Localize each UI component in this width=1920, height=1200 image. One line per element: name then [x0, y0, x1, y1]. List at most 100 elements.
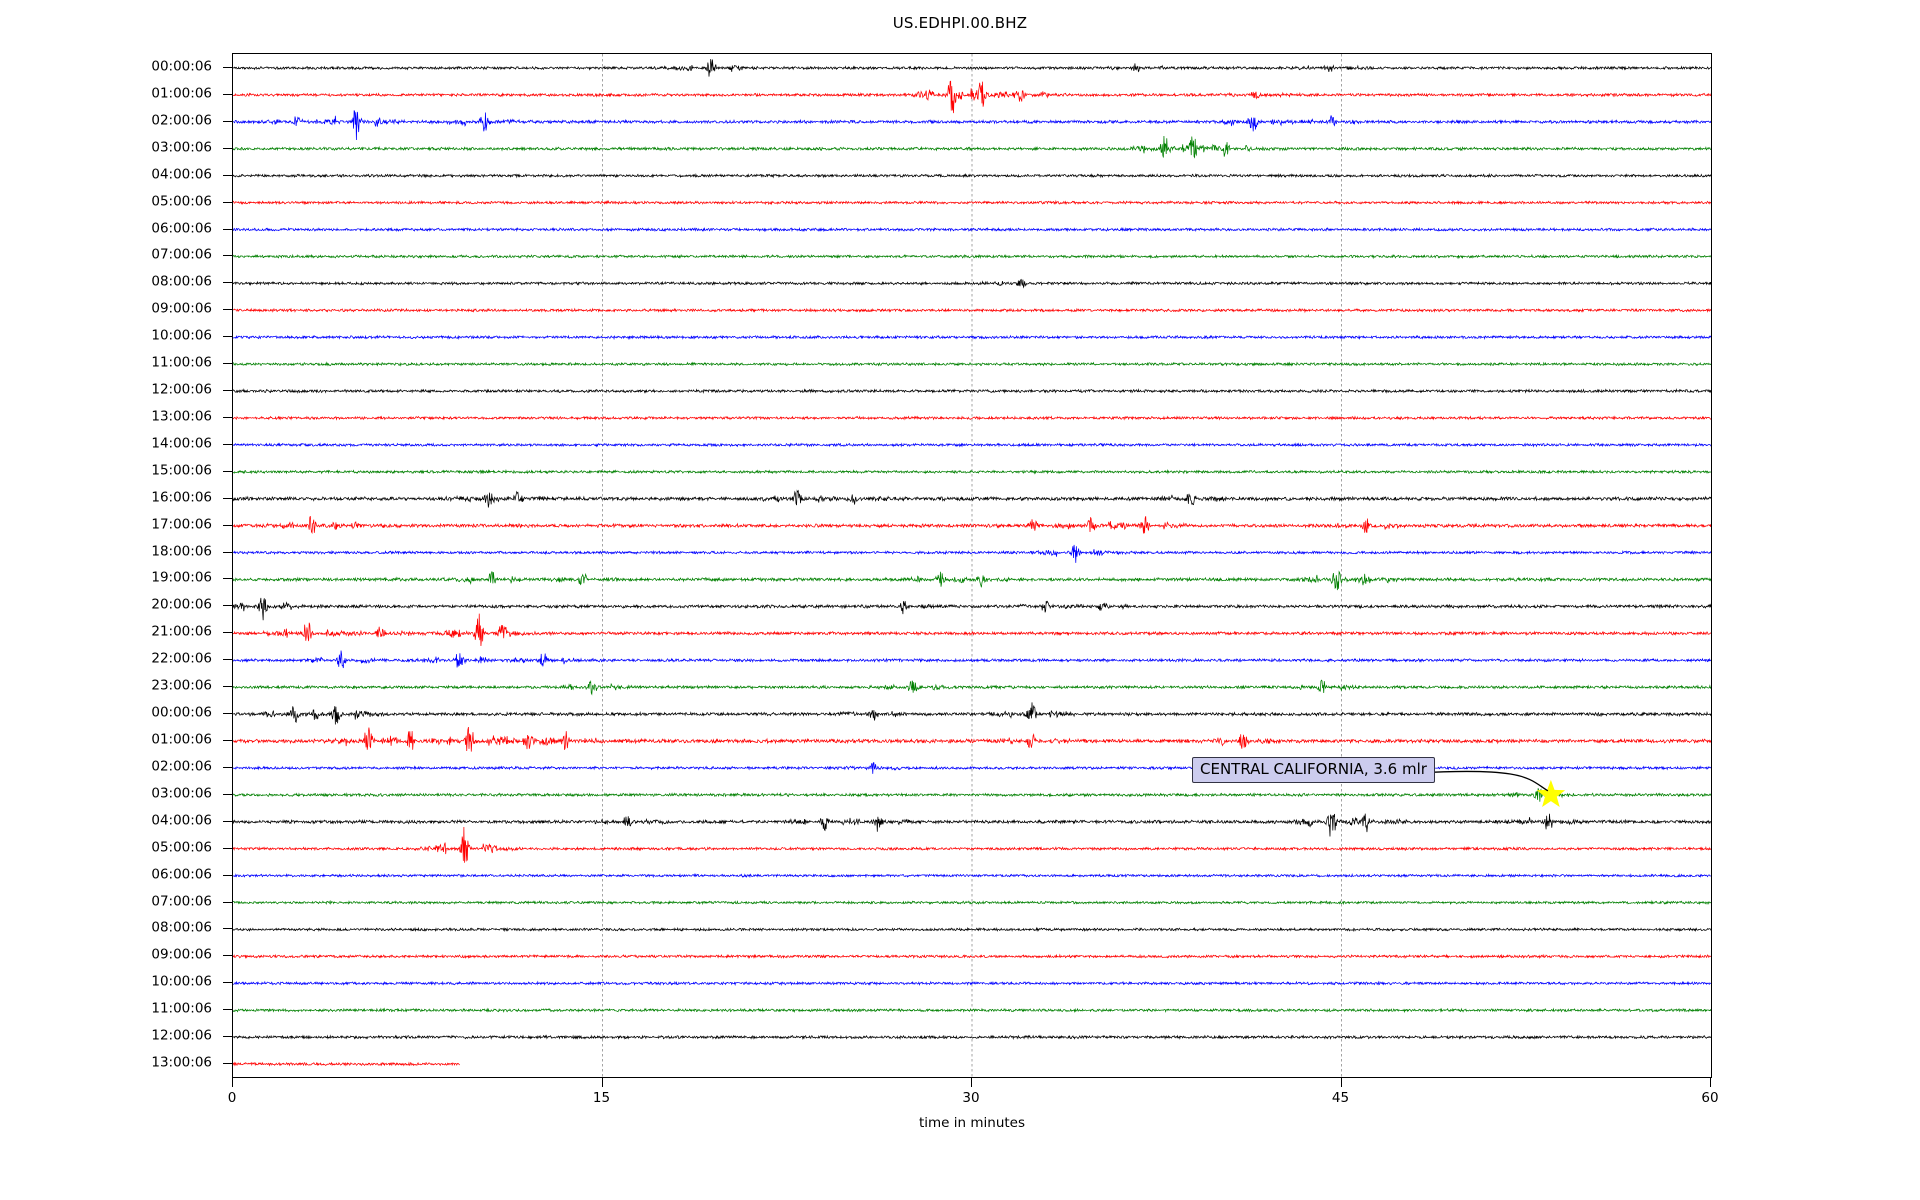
annotation-leader-line	[1416, 770, 1549, 792]
seismic-trace	[233, 953, 1711, 960]
seismic-trace	[233, 899, 1711, 906]
y-axis-tick-mark	[223, 1063, 232, 1065]
y-axis-tick-label: 16:00:06	[151, 488, 212, 505]
y-axis-tick-label: 05:00:06	[151, 192, 212, 209]
y-axis-tick-mark	[223, 309, 232, 311]
y-axis-tick-mark	[223, 659, 232, 661]
y-axis-tick-label: 02:00:06	[151, 758, 212, 775]
y-axis-tick-label: 02:00:06	[151, 112, 212, 129]
y-axis-tick-label: 15:00:06	[151, 462, 212, 479]
y-axis-tick-label: 21:00:06	[151, 623, 212, 640]
leader-line	[1416, 770, 1549, 792]
y-axis-tick-label: 12:00:06	[151, 1027, 212, 1044]
seismic-trace	[233, 872, 1711, 879]
seismic-trace	[233, 650, 1711, 669]
seismic-trace	[233, 515, 1711, 534]
y-axis-tick-label: 08:00:06	[151, 919, 212, 936]
event-marker-star	[1536, 779, 1566, 807]
seismic-trace	[233, 226, 1711, 233]
y-axis-tick-label: 23:00:06	[151, 677, 212, 694]
seismic-trace	[233, 361, 1711, 367]
y-axis-tick-mark	[223, 1009, 232, 1011]
seismic-trace	[233, 388, 1711, 394]
plot-area	[232, 53, 1712, 1078]
x-axis-tick-label: 60	[1701, 1090, 1719, 1106]
y-axis-tick-mark	[223, 524, 232, 526]
y-axis-tick-mark	[223, 982, 232, 984]
page-title: US.EDHPI.00.BHZ	[892, 14, 1028, 32]
seismic-trace	[233, 762, 1711, 774]
seismic-trace	[233, 1034, 1711, 1041]
y-axis-tick-mark	[223, 363, 232, 365]
seismic-trace	[233, 570, 1711, 591]
seismic-trace	[233, 136, 1711, 159]
seismogram-canvas	[233, 54, 1711, 1077]
seismic-trace	[233, 415, 1711, 421]
x-axis-tick-mark	[232, 1078, 233, 1087]
y-axis-tick-label: 07:00:06	[151, 246, 212, 263]
y-axis-tick-label: 06:00:06	[151, 865, 212, 882]
y-axis-tick-label: 10:00:06	[151, 327, 212, 344]
seismic-trace	[233, 1007, 1711, 1014]
y-axis-tick-label: 13:00:06	[151, 408, 212, 425]
x-axis-tick-label: 15	[592, 1090, 611, 1106]
y-axis-tick-mark	[223, 147, 232, 149]
star-icon	[1536, 779, 1566, 807]
seismic-trace	[233, 307, 1711, 314]
seismic-trace	[233, 827, 1711, 863]
y-axis-tick-mark	[223, 255, 232, 257]
y-axis-tick-mark	[223, 874, 232, 876]
y-axis-tick-mark	[223, 740, 232, 742]
y-axis-tick-label: 13:00:06	[151, 1054, 212, 1071]
x-axis-tick-mark	[1710, 1078, 1711, 1087]
y-axis-tick-label: 09:00:06	[151, 946, 212, 963]
seismic-trace	[233, 468, 1711, 475]
y-axis-tick-label: 07:00:06	[151, 892, 212, 909]
event-annotation-label: CENTRAL CALIFORNIA, 3.6 mlr	[1192, 757, 1435, 784]
seismic-trace	[233, 597, 1711, 621]
y-axis-tick-label: 12:00:06	[151, 381, 212, 398]
y-axis-tick-label: 19:00:06	[151, 569, 212, 586]
seismic-trace	[233, 726, 1711, 752]
seismic-trace	[233, 253, 1711, 260]
y-axis-tick-mark	[223, 632, 232, 634]
x-axis-tick-mark	[1340, 1078, 1342, 1087]
y-axis-tick-mark	[223, 928, 232, 930]
x-axis-tick-label: 30	[962, 1090, 980, 1106]
y-axis-tick-label: 09:00:06	[151, 300, 212, 317]
seismic-trace	[233, 1061, 460, 1067]
y-axis-tick-label: 11:00:06	[151, 1000, 212, 1017]
y-axis-tick-mark	[223, 66, 232, 68]
y-axis-tick-mark	[223, 551, 232, 553]
y-axis-tick-mark	[223, 336, 232, 338]
y-axis-tick-label: 05:00:06	[151, 838, 212, 855]
y-axis-tick-label: 10:00:06	[151, 973, 212, 990]
y-axis-tick-mark	[223, 201, 232, 203]
y-axis-tick-mark	[223, 847, 232, 849]
seismic-trace	[233, 442, 1711, 448]
y-axis-tick-mark	[223, 497, 232, 499]
y-axis-tick-label: 11:00:06	[151, 354, 212, 371]
x-axis-title: time in minutes	[918, 1115, 1026, 1131]
seismic-trace	[233, 613, 1711, 646]
seismic-trace	[233, 110, 1711, 140]
y-axis-tick-label: 01:00:06	[151, 85, 212, 102]
y-axis-tick-mark	[223, 228, 232, 230]
y-axis-tick-mark	[223, 820, 232, 822]
seismic-trace	[233, 80, 1711, 114]
y-axis-tick-mark	[223, 470, 232, 472]
y-axis-tick-label: 22:00:06	[151, 650, 212, 667]
seismic-trace	[233, 278, 1711, 289]
seismic-trace	[233, 926, 1711, 933]
y-axis-tick-mark	[223, 282, 232, 284]
y-axis-tick-mark	[223, 713, 232, 715]
y-axis-tick-label: 18:00:06	[151, 542, 212, 559]
seismic-trace	[233, 489, 1711, 508]
y-axis-tick-mark	[223, 416, 232, 418]
seismic-trace	[233, 980, 1711, 987]
y-axis-tick-mark	[223, 793, 232, 795]
y-axis-tick-label: 03:00:06	[151, 139, 212, 155]
seismic-trace	[233, 679, 1711, 696]
y-axis-tick-label: 08:00:06	[151, 273, 212, 290]
